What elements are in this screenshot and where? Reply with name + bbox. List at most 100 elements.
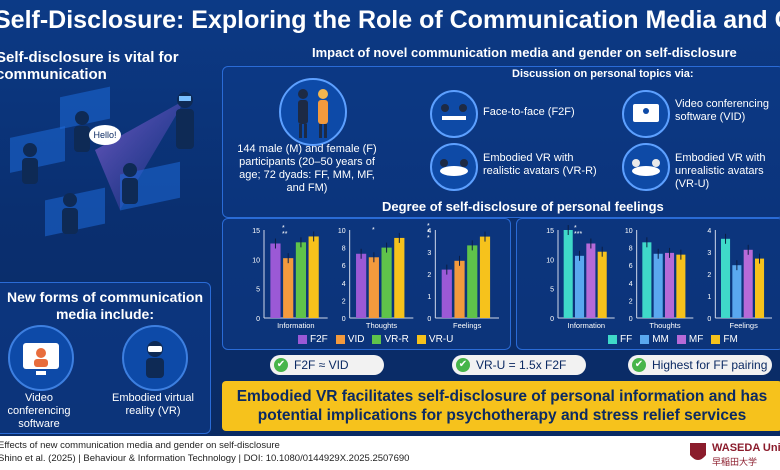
y-tick-label: 0: [256, 316, 260, 323]
gender-legend: FF MM MF FM: [600, 334, 738, 348]
y-tick-label: 2: [707, 272, 711, 279]
y-tick-label: 0: [427, 316, 431, 323]
media-legend: F2F VID VR-R VR-U: [290, 334, 453, 348]
y-tick-label: 4: [342, 281, 346, 288]
significance-mark: *: [574, 225, 577, 232]
bar-vr-u: [479, 236, 491, 318]
x-category-label: Thoughts: [649, 321, 681, 330]
vr-headset-icon: [122, 325, 188, 391]
y-tick-label: 1: [707, 294, 711, 301]
legend-swatch: [640, 334, 650, 344]
y-tick-label: 8: [629, 246, 633, 253]
participants-text: 144 male (M) and female (F) participants…: [237, 143, 377, 194]
legend-label: FM: [723, 334, 738, 345]
conclusion-banner: Embodied VR facilitates self-disclosure …: [222, 381, 780, 431]
x-category-label: Information: [568, 321, 606, 330]
check-icon: ✔: [456, 358, 470, 372]
mode-vru-label: Embodied VR with unrealistic avatars (VR…: [675, 152, 766, 190]
bar-fm: [676, 254, 686, 318]
y-tick-label: 2: [629, 298, 633, 305]
media-chart: 0 5 10 15 Information 0 2 4 6 8 10 Thoughts 0 1 2 3 4 Fee…: [252, 223, 499, 330]
legend-label: MM: [652, 334, 669, 345]
bar-mf: [665, 252, 675, 318]
bar-vr-u: [308, 236, 319, 318]
left-heading: Self-disclosure is vital for communicati…: [0, 49, 179, 83]
y-tick-label: 6: [629, 263, 633, 270]
check-icon: ✔: [274, 358, 288, 372]
y-tick-label: 10: [546, 257, 554, 264]
hello-bubble: Hello!: [93, 130, 116, 140]
x-category-label: Feelings: [453, 321, 482, 330]
y-tick-label: 3: [427, 250, 431, 257]
legend-label: VR-R: [384, 334, 409, 345]
legend-swatch: [608, 334, 617, 344]
bar-vr-r: [467, 245, 478, 318]
mode-vrr-label: Embodied VR with realistic avatars (VR-R…: [483, 152, 597, 177]
legend-label: VID: [347, 334, 365, 345]
video-conference-icon: [622, 90, 670, 138]
discussion-subheading: Discussion on personal topics via:: [512, 68, 694, 80]
x-category-label: Thoughts: [366, 321, 398, 330]
bar-ff: [721, 238, 731, 318]
bar-mf: [743, 249, 753, 318]
legend-label: MF: [688, 334, 704, 345]
bar-fm: [597, 251, 607, 318]
legend-swatch: [711, 334, 721, 344]
significance-mark: *: [372, 227, 375, 234]
y-tick-label: 5: [550, 287, 554, 294]
conclusion-line-1: Embodied VR facilitates self-disclosure …: [236, 388, 768, 405]
legend-swatch: [298, 334, 307, 344]
x-category-label: Feelings: [729, 321, 758, 330]
y-tick-label: 0: [342, 316, 346, 323]
bar-vr-r: [295, 242, 307, 318]
y-tick-label: 0: [550, 316, 554, 323]
legend-swatch: [416, 334, 426, 344]
y-tick-label: 6: [342, 263, 346, 270]
video-conferencing-label: Video conferencing software: [7, 392, 71, 430]
bar-mm: [575, 255, 585, 318]
y-tick-label: 15: [546, 228, 554, 235]
footer-citation: Shino et al. (2025) | Behaviour & Inform…: [0, 453, 410, 464]
degree-heading: Degree of self-disclosure of personal fe…: [382, 199, 664, 214]
check-icon: ✔: [632, 358, 646, 372]
waseda-logo-icon: [690, 443, 706, 460]
y-tick-label: 10: [252, 257, 260, 264]
finding-2: VR-U = 1.5x F2F: [476, 358, 567, 372]
mode-vid-label: Video conferencing software (VID): [675, 98, 769, 123]
conclusion-line-2: potential implications for psychotherapy…: [257, 407, 747, 424]
bar-fm: [755, 258, 765, 318]
vr-meeting-illustration: Hello!: [10, 86, 194, 237]
y-tick-label: 2: [427, 272, 431, 279]
y-tick-label: 2: [342, 298, 346, 305]
y-tick-label: 4: [707, 228, 711, 235]
legend-label: FF: [620, 334, 633, 345]
x-category-label: Information: [277, 321, 315, 330]
waseda-name: WASEDA University: [712, 442, 780, 454]
significance-mark: ***: [574, 231, 582, 238]
finding-pill-3: ✔ Highest for FF pairing: [628, 355, 772, 375]
legend-swatch: [676, 334, 686, 344]
y-tick-label: 15: [252, 228, 260, 235]
bar-mm: [732, 265, 742, 318]
y-tick-label: 4: [427, 228, 431, 235]
y-tick-label: 5: [256, 287, 260, 294]
y-tick-label: 1: [427, 294, 431, 301]
face-to-face-icon: [430, 90, 478, 138]
unrealistic-avatar-icon: [622, 143, 670, 191]
bar-f2f: [270, 243, 281, 318]
finding-pill-1: ✔ F2F ≈ VID: [270, 355, 384, 375]
bar-f2f: [441, 269, 452, 318]
finding-3: Highest for FF pairing: [652, 358, 768, 372]
significance-mark: **: [282, 231, 288, 238]
legend-label: F2F: [310, 334, 328, 345]
bar-mf: [586, 243, 596, 318]
significance-mark: *: [427, 229, 430, 236]
finding-pill-2: ✔ VR-U = 1.5x F2F: [452, 355, 586, 375]
bar-f2f: [356, 253, 367, 318]
finding-1: F2F ≈ VID: [294, 358, 349, 372]
bar-ff: [563, 230, 573, 318]
legend-swatch: [335, 334, 345, 344]
embodied-vr-label: Embodied virtual reality (VR): [112, 392, 194, 417]
legend-label: VR-U: [428, 334, 454, 345]
